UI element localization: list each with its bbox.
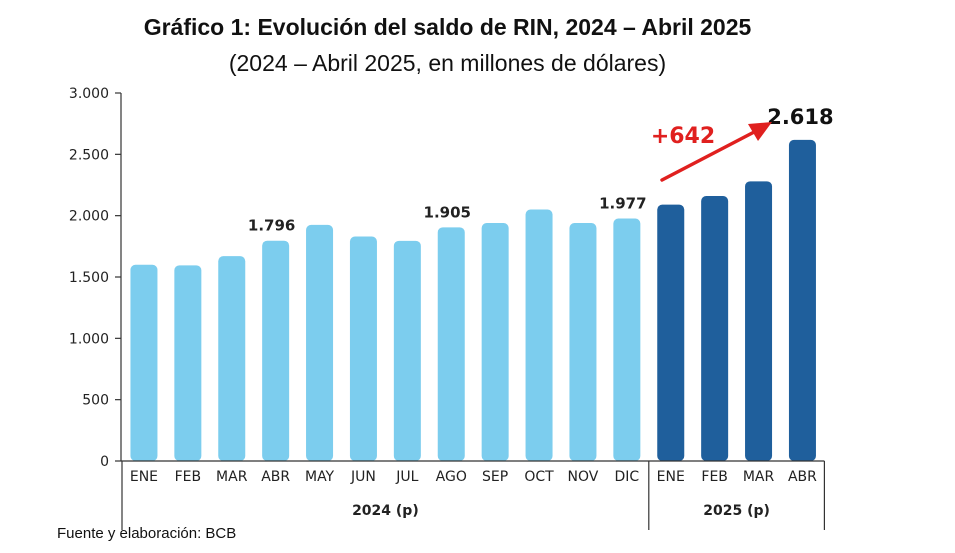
group-label: 2024 (p) bbox=[352, 503, 419, 519]
x-tick-label: FEB bbox=[701, 469, 728, 485]
x-axis: ENE FEB MAR ABR MAY JUN JUL AGO SEP OCT NOV DIC ENE F… bbox=[121, 461, 824, 530]
y-tick-label: 1.500 bbox=[69, 270, 109, 286]
x-tick-label: DIC bbox=[615, 469, 640, 485]
bar bbox=[438, 227, 465, 461]
bar bbox=[569, 223, 596, 461]
bar bbox=[262, 241, 289, 461]
bar bbox=[174, 265, 201, 461]
y-tick-label: 2.000 bbox=[69, 209, 109, 225]
bar bbox=[701, 196, 728, 461]
bar bbox=[350, 237, 377, 461]
x-tick-label: MAR bbox=[743, 469, 775, 485]
x-tick-label: ABR bbox=[788, 469, 817, 485]
bar bbox=[657, 205, 684, 461]
bar bbox=[394, 241, 421, 461]
data-label: 2.618 bbox=[767, 105, 833, 129]
bar bbox=[789, 140, 816, 461]
x-tick-label: ENE bbox=[130, 469, 158, 485]
x-tick-label: SEP bbox=[482, 469, 508, 485]
x-tick-label: AGO bbox=[436, 469, 467, 485]
annotation: +642 bbox=[651, 122, 772, 180]
group-label: 2025 (p) bbox=[703, 503, 770, 519]
bar bbox=[218, 256, 245, 461]
bar bbox=[745, 181, 772, 461]
x-tick-label: ABR bbox=[261, 469, 290, 485]
x-tick-label: JUL bbox=[395, 469, 418, 485]
x-tick-label: OCT bbox=[524, 469, 554, 485]
y-tick-label: 3.000 bbox=[69, 86, 109, 102]
x-tick-label: JUN bbox=[350, 469, 376, 485]
data-label: 1.905 bbox=[424, 203, 471, 221]
bars bbox=[130, 140, 816, 461]
y-axis: 0 500 1.000 1.500 2.000 2.500 3.000 bbox=[69, 86, 121, 470]
y-tick-label: 500 bbox=[82, 393, 109, 409]
x-tick-label: ENE bbox=[657, 469, 685, 485]
bar bbox=[482, 223, 509, 461]
x-tick-label: MAR bbox=[216, 469, 248, 485]
y-tick-label: 0 bbox=[100, 454, 109, 470]
data-label: 1.796 bbox=[248, 217, 295, 235]
delta-label: +642 bbox=[651, 124, 715, 149]
data-label: 1.977 bbox=[599, 194, 646, 212]
bar bbox=[130, 265, 157, 461]
x-tick-label: NOV bbox=[568, 469, 599, 485]
source-note: Fuente y elaboración: BCB bbox=[57, 525, 236, 542]
bar bbox=[613, 218, 640, 461]
y-tick-label: 1.000 bbox=[69, 331, 109, 347]
y-tick-label: 2.500 bbox=[69, 147, 109, 163]
bar bbox=[526, 210, 553, 461]
x-tick-label: MAY bbox=[305, 469, 335, 485]
bar bbox=[306, 225, 333, 461]
x-tick-label: FEB bbox=[175, 469, 202, 485]
